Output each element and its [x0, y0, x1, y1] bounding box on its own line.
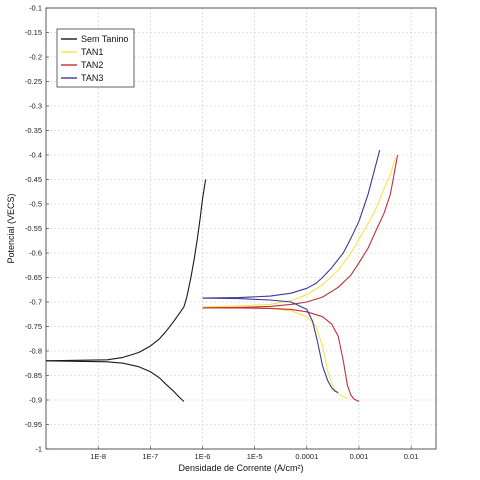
series-line-tan3: [202, 149, 381, 299]
series-line-tan3: [202, 297, 339, 394]
x-tick-label: 1E-5: [247, 452, 263, 461]
y-axis-title: Potencial (VECS): [6, 193, 16, 263]
y-tick-label: -0.15: [25, 28, 42, 37]
series-line-tan2: [202, 307, 360, 402]
x-tick-label: 0.01: [404, 452, 419, 461]
y-tick-label: -0.8: [29, 347, 42, 356]
y-tick-label: -0.45: [25, 175, 42, 184]
y-tick-label: -0.3: [29, 102, 42, 111]
y-axis-ticks: -0.1 -0.15 -0.2 -0.25 -0.3 -0.35 -0.4 -0.45 -0.5…: [25, 4, 49, 454]
series-line-sem-tanino: [45, 360, 185, 402]
legend-label: TAN3: [81, 73, 103, 83]
y-tick-label: -0.55: [25, 224, 42, 233]
x-tick-label: 1E-8: [90, 452, 106, 461]
series-layer: [45, 149, 399, 402]
y-tick-label: -0.9: [29, 396, 42, 405]
legend-label: TAN1: [81, 47, 103, 57]
series-line-tan1: [202, 157, 396, 308]
y-tick-label: -0.25: [25, 77, 42, 86]
legend-label: TAN2: [81, 60, 103, 70]
x-tick-label: 0.001: [350, 452, 369, 461]
y-tick-label: -0.7: [29, 298, 42, 307]
y-tick-label: -1: [35, 445, 42, 454]
y-tick-label: -0.6: [29, 249, 42, 258]
x-tick-label: 1E-7: [142, 452, 158, 461]
y-tick-label: -0.2: [29, 53, 42, 62]
x-axis-title: Densidade de Corrente (A/cm²): [178, 463, 303, 473]
y-tick-label: -0.5: [29, 200, 42, 209]
y-tick-label: -0.1: [29, 4, 42, 13]
x-tick-label: 1E-6: [195, 452, 211, 461]
series-line-sem-tanino: [45, 179, 207, 362]
y-tick-label: -0.65: [25, 273, 42, 282]
y-tick-label: -0.95: [25, 420, 42, 429]
x-axis-ticks: 1E-8 1E-7 1E-6 1E-5 0.0001 0.001 0.01: [90, 446, 418, 461]
series-line-tan2: [202, 154, 399, 309]
legend-label: Sem Tanino: [81, 34, 128, 44]
y-tick-label: -0.75: [25, 322, 42, 331]
y-tick-label: -0.85: [25, 371, 42, 380]
x-tick-label: 0.0001: [295, 452, 318, 461]
y-tick-label: -0.35: [25, 126, 42, 135]
y-tick-label: -0.4: [29, 151, 42, 160]
legend: Sem Tanino TAN1 TAN2 TAN3: [56, 28, 135, 88]
